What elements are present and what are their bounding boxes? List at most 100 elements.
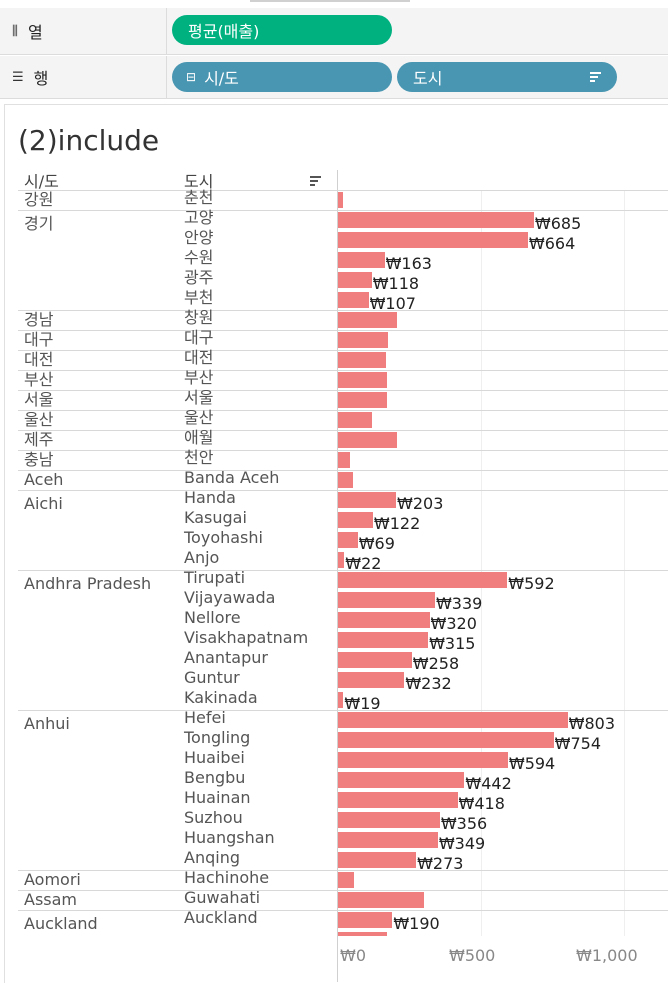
province-label[interactable]: 제주 bbox=[24, 430, 54, 449]
bar-mark[interactable] bbox=[338, 252, 385, 268]
bar-mark[interactable] bbox=[338, 352, 387, 368]
bar-mark[interactable] bbox=[338, 432, 397, 448]
bar-mark[interactable] bbox=[338, 452, 350, 468]
city-label[interactable]: 안양 bbox=[184, 228, 214, 247]
bar-mark[interactable] bbox=[338, 292, 369, 308]
city-label[interactable]: Huangshan bbox=[184, 828, 275, 847]
bar-mark[interactable] bbox=[338, 812, 440, 828]
bar-mark[interactable] bbox=[338, 912, 393, 928]
bar-mark[interactable] bbox=[338, 232, 528, 248]
bar-mark[interactable] bbox=[338, 832, 438, 848]
province-label[interactable]: 충남 bbox=[24, 450, 54, 469]
city-label[interactable]: 부산 bbox=[184, 368, 214, 387]
province-label[interactable]: 부산 bbox=[24, 370, 54, 389]
bar-mark[interactable] bbox=[338, 932, 387, 936]
rows-shelf[interactable]: ☰ 행 ⊟ 시/도 도시 bbox=[0, 56, 668, 99]
header-city[interactable]: 도시 bbox=[184, 172, 214, 191]
province-label[interactable]: Aichi bbox=[24, 494, 63, 513]
sort-icon[interactable] bbox=[590, 71, 602, 83]
header-sort-icon[interactable] bbox=[310, 175, 322, 187]
city-label[interactable]: Toyohashi bbox=[184, 528, 263, 547]
bar-mark[interactable] bbox=[338, 612, 430, 628]
province-label[interactable]: 대구 bbox=[24, 330, 54, 349]
bar-mark[interactable] bbox=[338, 212, 534, 228]
city-label[interactable]: Banda Aceh bbox=[184, 468, 280, 487]
bar-mark[interactable] bbox=[338, 772, 465, 788]
city-label[interactable]: Kakinada bbox=[184, 688, 258, 707]
bar-mark[interactable] bbox=[338, 592, 435, 608]
city-label[interactable]: 창원 bbox=[184, 308, 214, 327]
province-label[interactable]: Aceh bbox=[24, 470, 64, 489]
bar-mark[interactable] bbox=[338, 672, 405, 688]
bar-mark[interactable] bbox=[338, 312, 397, 328]
city-label[interactable]: 울산 bbox=[184, 408, 214, 427]
province-label[interactable]: Andhra Pradesh bbox=[24, 574, 152, 593]
bar-mark[interactable] bbox=[338, 572, 508, 588]
bar-mark[interactable] bbox=[338, 412, 372, 428]
collapse-icon[interactable]: ⊟ bbox=[186, 70, 197, 84]
bar-mark[interactable] bbox=[338, 272, 372, 288]
city-label[interactable]: 애월 bbox=[184, 428, 214, 447]
bar-mark[interactable] bbox=[338, 852, 417, 868]
city-label[interactable]: Kasugai bbox=[184, 508, 247, 527]
header-province[interactable]: 시/도 bbox=[24, 172, 59, 191]
city-label[interactable]: Tirupati bbox=[184, 568, 246, 587]
city-label[interactable]: Anqing bbox=[184, 848, 240, 867]
bar-mark[interactable] bbox=[338, 372, 388, 388]
province-label[interactable]: 강원 bbox=[24, 190, 54, 209]
bar-mark[interactable] bbox=[338, 632, 429, 648]
city-label[interactable]: Handa bbox=[184, 488, 236, 507]
city-label[interactable]: Auckland bbox=[184, 908, 258, 927]
dimension-pill-city[interactable]: 도시 bbox=[397, 62, 617, 92]
province-label[interactable]: Anhui bbox=[24, 714, 70, 733]
bar-mark[interactable] bbox=[338, 492, 397, 508]
city-label[interactable]: 부천 bbox=[184, 288, 214, 307]
city-label[interactable]: Guwahati bbox=[184, 888, 261, 907]
bar-mark[interactable] bbox=[338, 472, 353, 488]
city-label[interactable]: Guntur bbox=[184, 668, 240, 687]
measure-pill-avg-sales[interactable]: 평균(매출) bbox=[172, 15, 392, 45]
province-label[interactable]: 대전 bbox=[24, 350, 54, 369]
city-label[interactable]: 수원 bbox=[184, 248, 214, 267]
city-label[interactable]: 광주 bbox=[184, 268, 214, 287]
bar-mark[interactable] bbox=[338, 892, 425, 908]
city-label[interactable]: 춘천 bbox=[184, 188, 214, 207]
city-label[interactable]: Huainan bbox=[184, 788, 251, 807]
bar-mark[interactable] bbox=[338, 392, 388, 408]
province-label[interactable]: Assam bbox=[24, 890, 78, 909]
city-label[interactable]: 서울 bbox=[184, 388, 214, 407]
city-label[interactable]: 천안 bbox=[184, 448, 214, 467]
bar-mark[interactable] bbox=[338, 792, 458, 808]
bar-mark[interactable] bbox=[338, 532, 358, 548]
city-label[interactable]: Anantapur bbox=[184, 648, 268, 667]
city-label[interactable]: Hachinohe bbox=[184, 868, 270, 887]
province-label[interactable]: 경남 bbox=[24, 310, 54, 329]
bar-mark[interactable] bbox=[338, 692, 344, 708]
city-label[interactable]: Hefei bbox=[184, 708, 226, 727]
city-label[interactable]: Bengbu bbox=[184, 768, 246, 787]
city-label[interactable]: Nellore bbox=[184, 608, 241, 627]
city-label[interactable]: 대구 bbox=[184, 328, 214, 347]
province-label[interactable]: 서울 bbox=[24, 390, 54, 409]
city-label[interactable]: Huaibei bbox=[184, 748, 245, 767]
bar-mark[interactable] bbox=[338, 872, 354, 888]
city-label[interactable]: Vijayawada bbox=[184, 588, 276, 607]
columns-shelf[interactable]: ⫼ 열 평균(매출) bbox=[0, 8, 668, 55]
province-label[interactable]: 울산 bbox=[24, 410, 54, 429]
province-label[interactable]: 경기 bbox=[24, 214, 54, 233]
bar-mark[interactable] bbox=[338, 652, 412, 668]
city-label[interactable]: 고양 bbox=[184, 208, 214, 227]
province-label[interactable]: Auckland bbox=[24, 914, 98, 933]
bar-mark[interactable] bbox=[338, 552, 345, 568]
bar-mark[interactable] bbox=[338, 752, 508, 768]
city-label[interactable]: 대전 bbox=[184, 348, 214, 367]
bar-mark[interactable] bbox=[338, 512, 373, 528]
city-label[interactable]: Tongling bbox=[184, 728, 251, 747]
bar-mark[interactable] bbox=[338, 192, 344, 208]
bar-mark[interactable] bbox=[338, 732, 554, 748]
province-label[interactable]: Aomori bbox=[24, 870, 81, 889]
dimension-pill-province[interactable]: ⊟ 시/도 bbox=[172, 62, 392, 92]
bar-mark[interactable] bbox=[338, 332, 389, 348]
city-label[interactable]: Anjo bbox=[184, 548, 220, 567]
bar-mark[interactable] bbox=[338, 712, 568, 728]
